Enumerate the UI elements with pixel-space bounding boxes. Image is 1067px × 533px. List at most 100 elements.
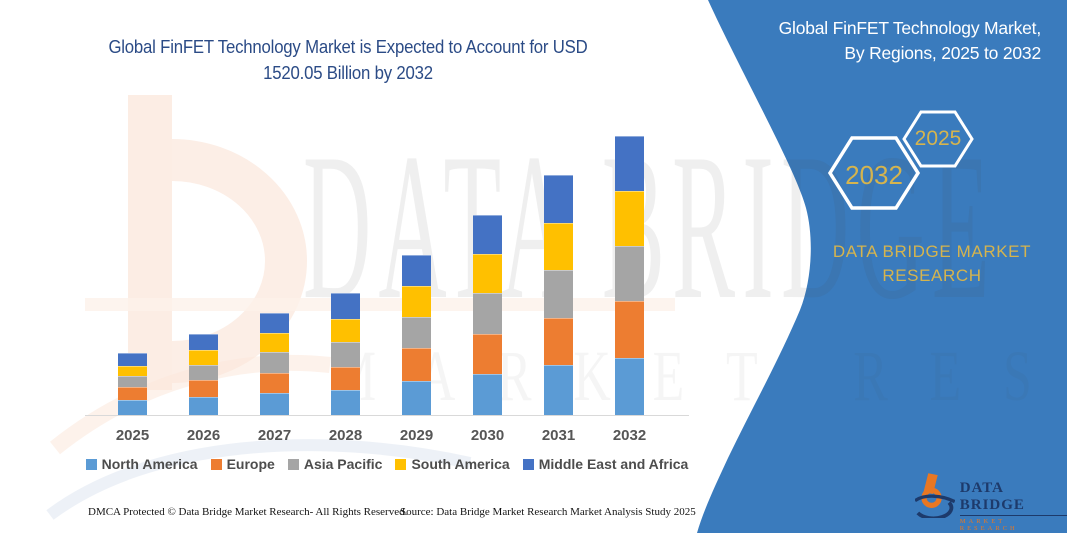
brand-text: DATA BRIDGE MARKET RESEARCH (800, 240, 1064, 288)
segment-2029-europe (402, 348, 431, 381)
chart-title-line2: 1520.05 Billion by 2032 (263, 63, 433, 83)
hexagon-2025 (902, 110, 974, 168)
segment-2032-europe (615, 301, 644, 358)
segment-2032-north-america (615, 358, 644, 415)
legend-item-middle-east-and-africa: Middle East and Africa (522, 456, 689, 472)
axis-label-2031: 2031 (541, 427, 576, 444)
axis-label-2027: 2027 (257, 427, 292, 444)
watermark-swoosh-gray (46, 439, 472, 520)
segment-2026-north-america (189, 397, 218, 415)
segment-2031-asia-pacific (544, 270, 573, 318)
bar-2026 (189, 334, 218, 415)
legend-item-north-america: North America (85, 456, 198, 472)
segment-2032-asia-pacific (615, 246, 644, 301)
axis-label-2028: 2028 (328, 427, 363, 444)
databridge-logo: DATA BRIDGE MARKET RESEARCH (915, 472, 1067, 532)
bar-chart-plot: 2025 2026 2027 2028 2029 2030 2031 2032 (85, 120, 689, 444)
segment-2029-middle-east-and-africa (402, 255, 431, 286)
bar-2032 (615, 136, 644, 415)
axis-label-2025: 2025 (115, 427, 150, 444)
legend-item-asia-pacific: Asia Pacific (287, 456, 383, 472)
logo-subtitle: MARKET RESEARCH (959, 518, 1018, 532)
segment-2025-south-america (118, 366, 147, 376)
bar-2027 (260, 313, 289, 415)
databridge-logo-text: DATA BRIDGE MARKET RESEARCH (959, 472, 1067, 532)
axis-label-2030: 2030 (470, 427, 505, 444)
chart-title: Global FinFET Technology Market is Expec… (62, 34, 635, 86)
segment-2028-north-america (331, 390, 360, 415)
segment-2030-europe (473, 334, 502, 374)
axis-label-2026: 2026 (186, 427, 221, 444)
legend-label: North America (101, 456, 198, 472)
hexagon-2032 (827, 136, 921, 210)
segment-2031-middle-east-and-africa (544, 175, 573, 223)
watermark-b-stem (128, 95, 172, 390)
legend-swatch-icon (522, 458, 534, 470)
hexagons (827, 110, 974, 210)
side-panel-title-line2: By Regions, 2025 to 2032 (844, 43, 1041, 63)
segment-2027-asia-pacific (260, 352, 289, 373)
chart-legend: North America Europe Asia Pacific South Ame… (85, 456, 689, 472)
bar-2029 (402, 255, 431, 415)
brand-text-line2: RESEARCH (882, 266, 982, 285)
chart-title-line1: Global FinFET Technology Market is Expec… (108, 37, 588, 57)
legend-swatch-icon (85, 458, 97, 470)
segment-2025-europe (118, 387, 147, 400)
legend-swatch-icon (287, 458, 299, 470)
watermark-b-bowl (171, 139, 307, 383)
logo-name: DATA BRIDGE (959, 480, 1067, 516)
watermark-band (85, 298, 675, 311)
logo-crescent (916, 501, 954, 518)
segment-2025-north-america (118, 400, 147, 415)
segment-2026-south-america (189, 350, 218, 365)
segment-2030-north-america (473, 374, 502, 415)
legend-swatch-icon (395, 458, 407, 470)
segment-2031-south-america (544, 223, 573, 270)
logo-wave (915, 494, 955, 504)
segment-2031-north-america (544, 365, 573, 415)
segment-2027-north-america (260, 393, 289, 415)
segment-2025-asia-pacific (118, 376, 147, 387)
bar-2030 (473, 215, 502, 415)
legend-swatch-icon (210, 458, 222, 470)
segment-2028-asia-pacific (331, 342, 360, 367)
legend-item-south-america: South America (395, 456, 510, 472)
bar-2028 (331, 293, 360, 415)
segment-2027-europe (260, 373, 289, 393)
segment-2030-south-america (473, 254, 502, 293)
segment-2026-asia-pacific (189, 365, 218, 380)
hexagon-2025-label: 2025 (914, 127, 962, 150)
footer-source: Source: Data Bridge Market Research Mark… (400, 506, 696, 518)
side-panel-title: Global FinFET Technology Market, By Regi… (711, 16, 1042, 66)
segment-2027-middle-east-and-africa (260, 313, 289, 333)
databridge-logo-icon (915, 473, 955, 518)
legend-item-europe: Europe (210, 456, 275, 472)
hexagon-2032-label: 2032 (845, 160, 903, 190)
segment-2026-europe (189, 380, 218, 397)
bar-2025 (118, 353, 147, 415)
legend-label: Middle East and Africa (538, 456, 689, 472)
segment-2030-middle-east-and-africa (473, 215, 502, 254)
side-panel-polygon (697, 0, 1067, 533)
side-panel-title-line1: Global FinFET Technology Market, (778, 18, 1042, 38)
footer-dmca: DMCA Protected © Data Bridge Market Rese… (88, 506, 408, 518)
segment-2028-south-america (331, 319, 360, 342)
segment-2026-middle-east-and-africa (189, 334, 218, 350)
x-axis-line (85, 415, 689, 416)
segment-2029-north-america (402, 381, 431, 415)
segment-2025-middle-east-and-africa (118, 353, 147, 366)
segment-2027-south-america (260, 333, 289, 352)
segment-2032-middle-east-and-africa (615, 136, 644, 191)
legend-label: South America (411, 456, 510, 472)
legend-label: Europe (226, 456, 275, 472)
axis-label-2029: 2029 (399, 427, 434, 444)
axis-label-2032: 2032 (612, 427, 647, 444)
bar-2031 (544, 175, 573, 415)
segment-2031-europe (544, 318, 573, 365)
segment-2032-south-america (615, 191, 644, 246)
segment-2029-south-america (402, 286, 431, 317)
legend-label: Asia Pacific (303, 456, 383, 472)
segment-2028-middle-east-and-africa (331, 293, 360, 319)
